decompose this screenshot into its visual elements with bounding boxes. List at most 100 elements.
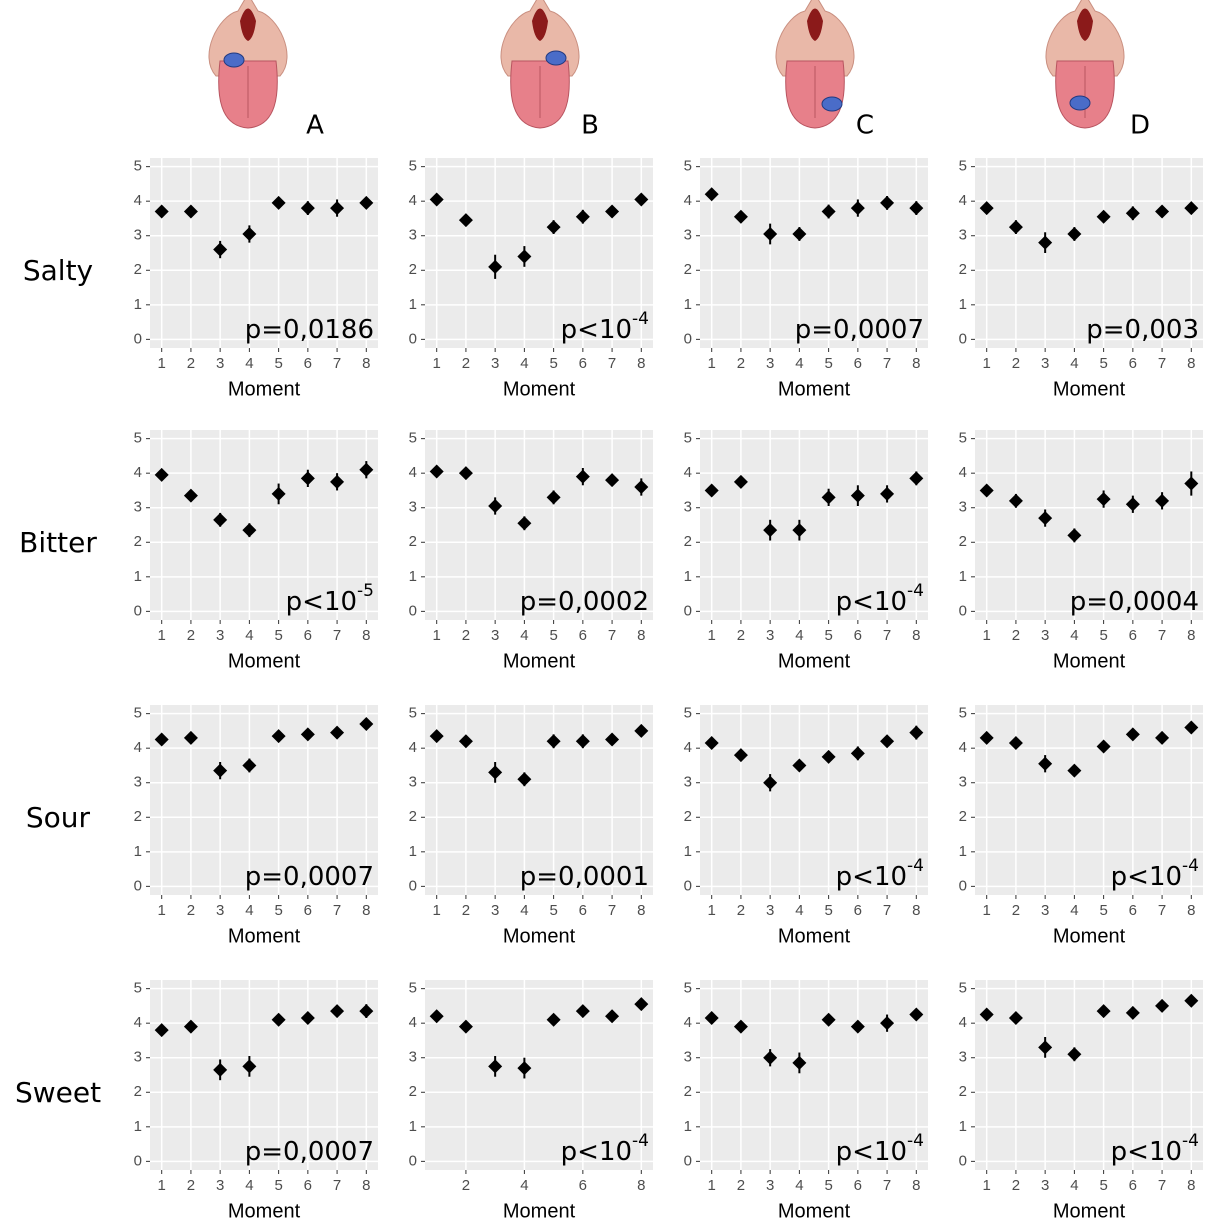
- x-tick-label: 4: [795, 902, 803, 919]
- point: [792, 1055, 807, 1070]
- y-tick-label: 1: [684, 296, 692, 313]
- tongue-d: [1045, 0, 1125, 129]
- x-tick-label: 5: [1099, 627, 1107, 644]
- x-axis-label: Moment: [778, 378, 851, 400]
- x-tick-label: 8: [912, 1177, 920, 1194]
- x-tick-label: 7: [883, 1177, 891, 1194]
- p-value-text: p<10: [836, 862, 907, 892]
- point: [1008, 493, 1023, 508]
- y-tick-label: 0: [959, 602, 967, 619]
- point: [979, 483, 994, 498]
- point: [1067, 227, 1082, 241]
- point: [1125, 497, 1140, 512]
- point: [1038, 235, 1053, 250]
- point: [359, 195, 374, 210]
- point: [359, 717, 374, 731]
- y-tick-label: 5: [959, 158, 967, 175]
- point: [575, 1004, 590, 1019]
- p-value-text: p<10: [561, 1137, 632, 1167]
- point: [704, 1011, 719, 1025]
- panel: 0 1 2 3 4 5 2 4 6 8 Moment p<10-4: [409, 980, 653, 1222]
- point: [1038, 1040, 1053, 1055]
- p-value: p<10-4: [1111, 856, 1199, 892]
- x-tick-label: 1: [433, 627, 441, 644]
- y-tick-label: 4: [134, 739, 142, 756]
- x-tick-label: 6: [1129, 627, 1137, 644]
- x-tick-label: 5: [274, 902, 282, 919]
- point: [488, 259, 503, 274]
- tongue-c: [775, 0, 855, 129]
- x-axis-label: Moment: [778, 650, 851, 672]
- point: [458, 734, 473, 749]
- x-axis-label: Moment: [1053, 650, 1126, 672]
- point: [909, 1007, 924, 1022]
- x-tick-label: 8: [362, 1177, 370, 1194]
- y-tick-label: 1: [134, 568, 142, 585]
- point: [183, 488, 198, 503]
- p-value-text: p<10: [561, 315, 632, 345]
- y-tick-label: 5: [134, 705, 142, 722]
- point: [183, 1019, 198, 1034]
- y-tick-label: 5: [959, 430, 967, 447]
- x-tick-label: 4: [520, 355, 528, 372]
- x-tick-label: 3: [766, 1177, 774, 1194]
- point: [213, 1062, 228, 1077]
- y-tick-label: 5: [134, 980, 142, 997]
- x-tick-label: 4: [795, 627, 803, 644]
- y-tick-label: 0: [409, 1152, 417, 1169]
- point: [1155, 493, 1170, 508]
- x-tick-label: 6: [304, 355, 312, 372]
- x-tick-label: 1: [158, 355, 166, 372]
- x-tick-label: 1: [433, 902, 441, 919]
- point: [183, 204, 198, 219]
- x-tick-label: 7: [333, 902, 341, 919]
- point: [979, 201, 994, 216]
- x-tick-label: 2: [462, 355, 470, 372]
- point: [1184, 201, 1199, 216]
- y-tick-label: 0: [684, 602, 692, 619]
- point: [733, 748, 748, 763]
- y-tick-label: 1: [134, 296, 142, 313]
- y-tick-label: 1: [134, 843, 142, 860]
- point: [704, 187, 719, 202]
- point: [1125, 1005, 1140, 1020]
- x-tick-label: 5: [1099, 1177, 1107, 1194]
- x-tick-label: 2: [1012, 355, 1020, 372]
- point: [850, 488, 865, 503]
- x-tick-label: 4: [520, 902, 528, 919]
- y-tick-label: 3: [134, 227, 142, 244]
- y-tick-label: 4: [959, 464, 967, 481]
- point: [850, 1019, 865, 1034]
- x-tick-label: 6: [1129, 355, 1137, 372]
- x-tick-label: 6: [854, 627, 862, 644]
- p-value: p<10-4: [836, 1131, 924, 1167]
- column-label: C: [856, 111, 874, 141]
- x-tick-label: 1: [708, 902, 716, 919]
- point: [330, 725, 345, 740]
- point: [575, 469, 590, 484]
- y-tick-label: 2: [134, 533, 142, 550]
- y-tick-label: 5: [959, 705, 967, 722]
- point: [1067, 763, 1082, 778]
- row-label: Bitter: [19, 526, 97, 559]
- point: [733, 474, 748, 489]
- point: [359, 462, 374, 477]
- x-tick-label: 6: [854, 902, 862, 919]
- x-tick-label: 8: [912, 627, 920, 644]
- point: [300, 1011, 315, 1025]
- point: [213, 242, 228, 257]
- x-tick-label: 5: [1099, 355, 1107, 372]
- y-tick-label: 2: [959, 808, 967, 825]
- y-tick-label: 2: [684, 1083, 692, 1100]
- point: [634, 997, 649, 1012]
- point: [634, 192, 649, 207]
- point: [300, 471, 315, 486]
- point: [154, 732, 169, 747]
- x-axis-label: Moment: [1053, 378, 1126, 400]
- point: [1125, 206, 1140, 221]
- point: [271, 729, 286, 744]
- y-tick-label: 1: [409, 296, 417, 313]
- y-tick-label: 3: [134, 499, 142, 516]
